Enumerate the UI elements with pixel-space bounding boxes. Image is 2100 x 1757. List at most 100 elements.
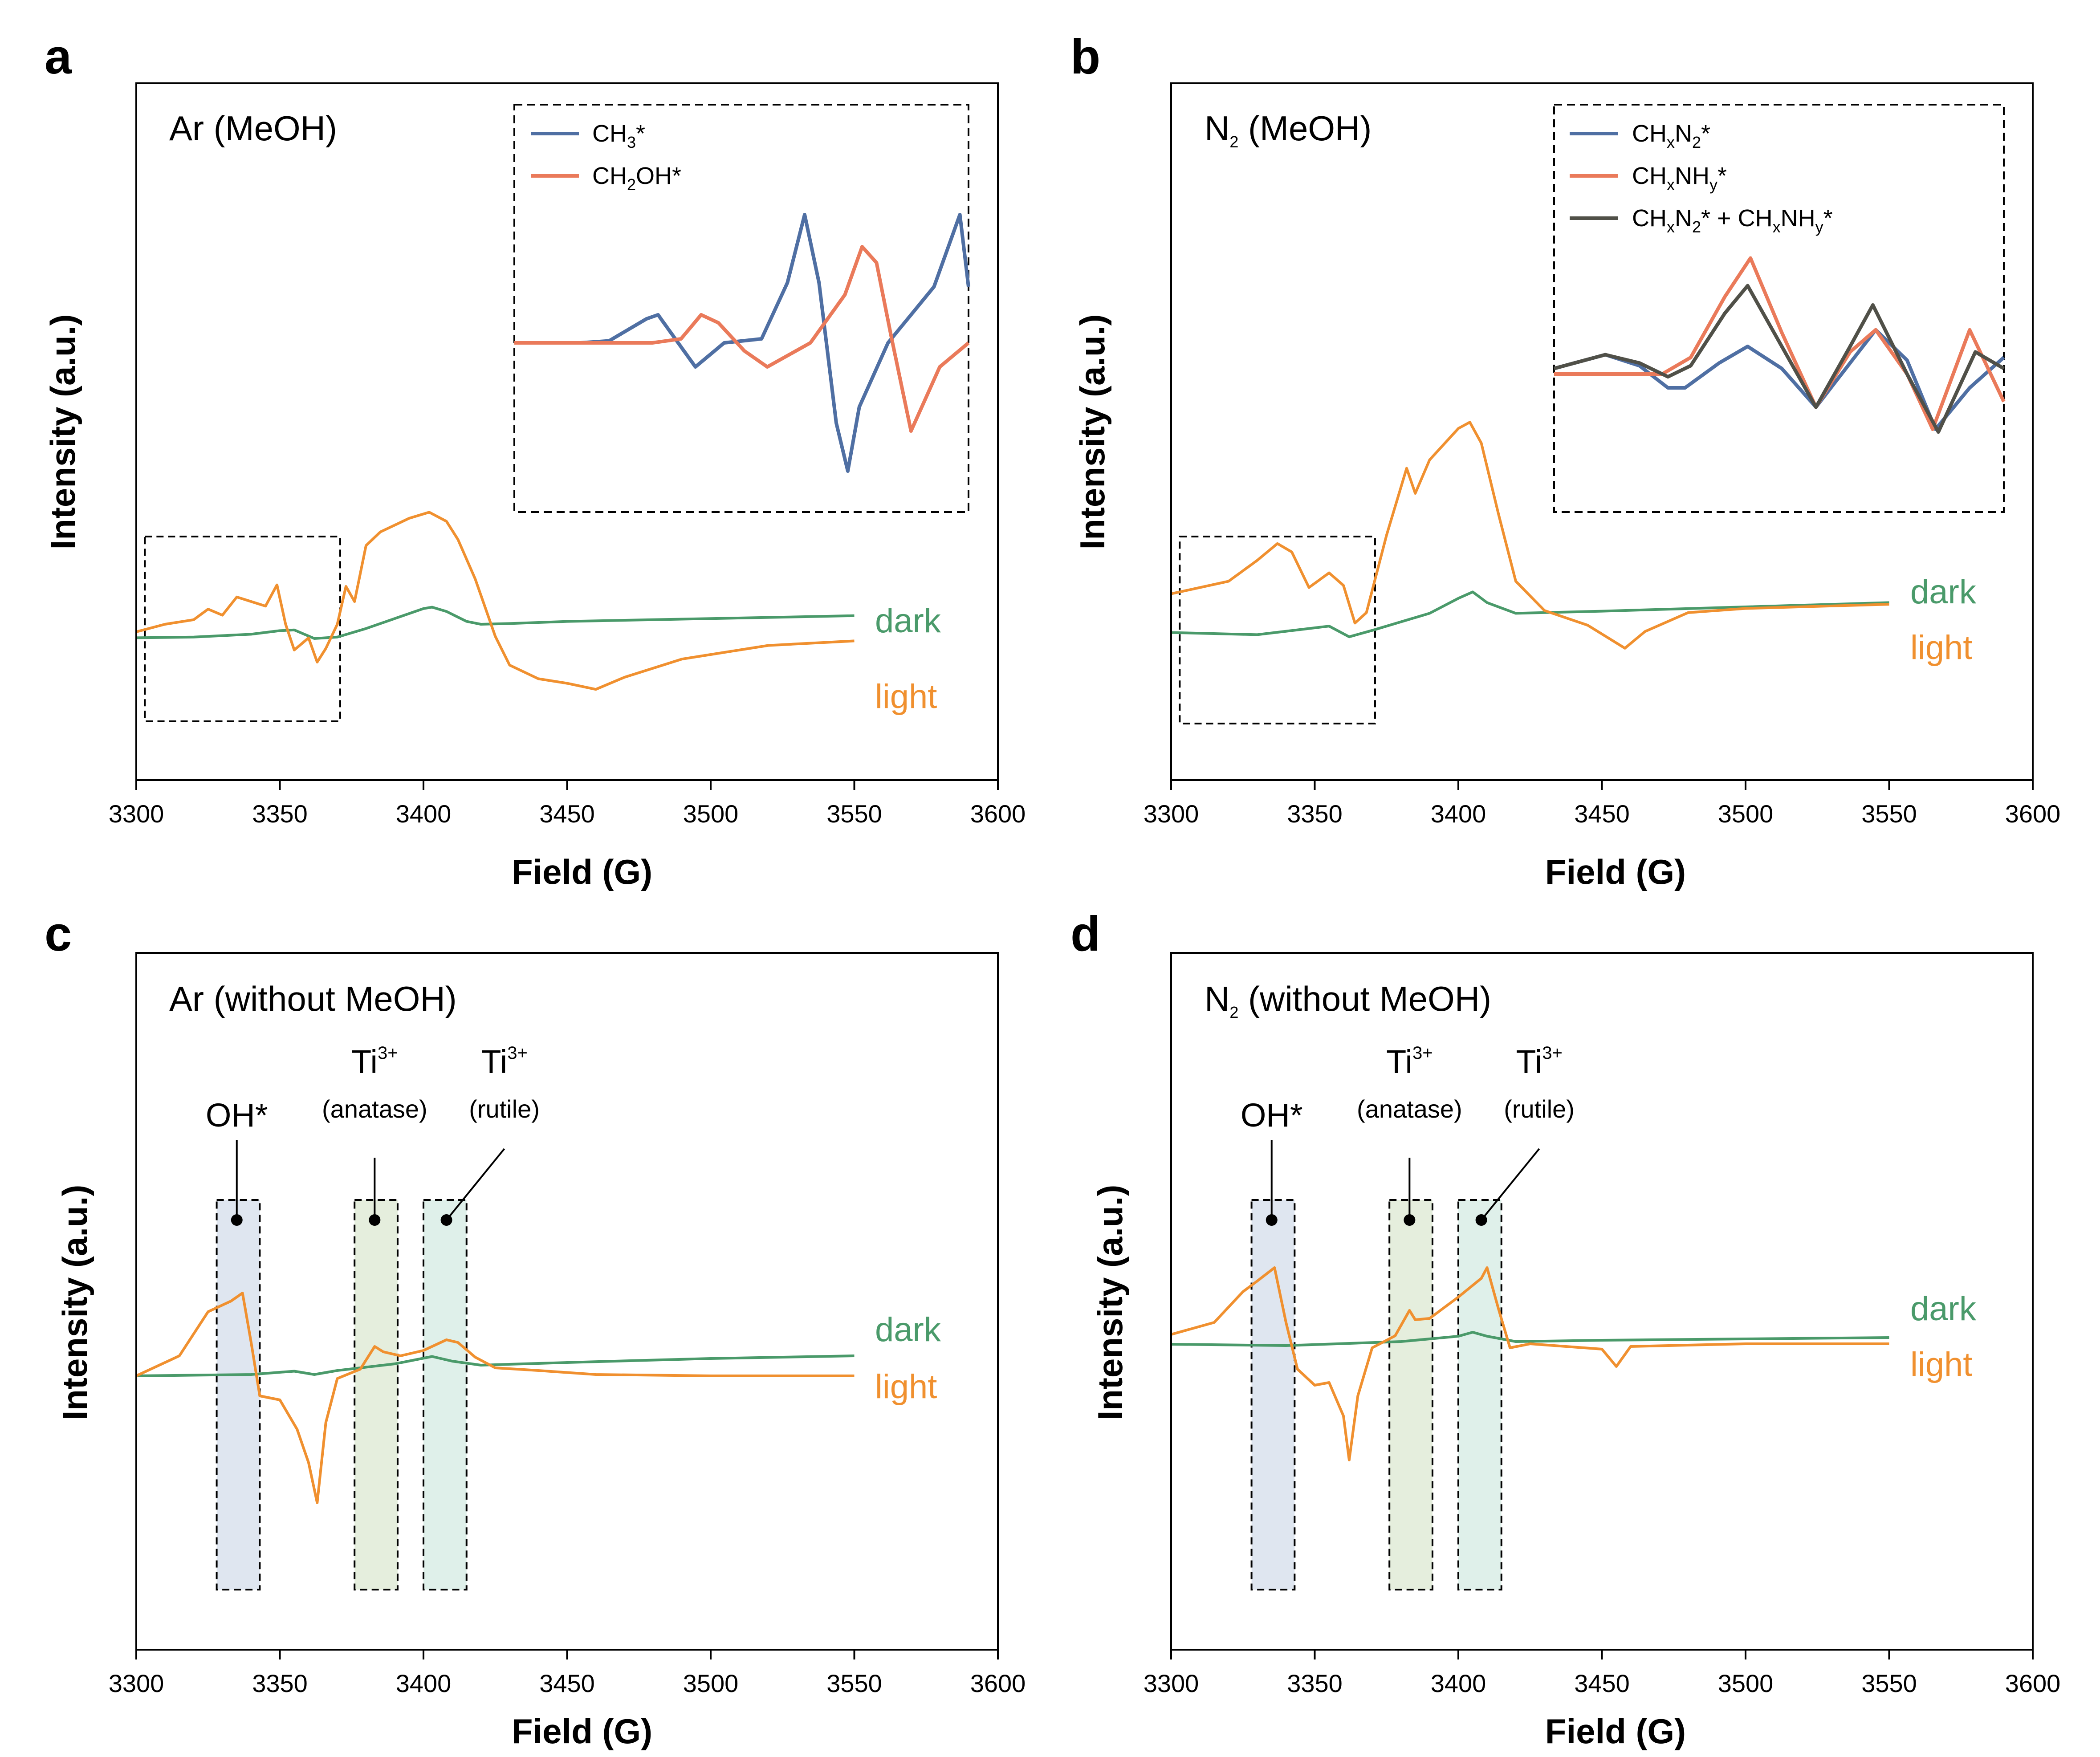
condition-label-c: Ar (without MeOH) (169, 979, 457, 1018)
highlight-box (1250, 1199, 1296, 1590)
annotation-phase: (rutile) (1504, 1095, 1575, 1123)
annotation-oh: OH* (1241, 1097, 1303, 1134)
x-tick-label: 3400 (396, 800, 452, 828)
series-line-dark (136, 606, 855, 640)
x-tick-label: 3550 (1861, 1669, 1917, 1697)
x-tick-label: 3450 (1574, 800, 1630, 828)
x-tick-label: 3350 (252, 1669, 308, 1697)
y-axis-title-b: Intensity (a.u.) (1073, 314, 1112, 550)
x-tick-label: 3450 (1574, 1669, 1630, 1697)
x-tick-label: 3450 (539, 800, 595, 828)
x-tick-label: 3600 (970, 800, 1026, 828)
zoom-region-box (1179, 536, 1376, 724)
annotation-layer-c: OH* Ti3+ (anatase) Ti3+ (rutile) (206, 1043, 540, 1226)
y-axis-title-d: Intensity (a.u.) (1091, 1185, 1130, 1420)
panel-letter-d: d (1070, 907, 1100, 961)
highlight-box (423, 1199, 468, 1590)
x-tick-label: 3350 (1287, 1669, 1343, 1697)
series-label-light-a: light (875, 678, 937, 716)
panel-d: d 3300 3350 3400 3450 3500 3550 3600 N2 (witho… (1070, 907, 2060, 1751)
x-tick-label: 3500 (683, 800, 739, 828)
x-ticks-c: 3300 3350 3400 3450 3500 3550 3600 (109, 1650, 1026, 1697)
series-line-dark (1171, 590, 1889, 639)
series-label-dark-b: dark (1910, 573, 1977, 611)
x-tick-label: 3400 (1431, 800, 1486, 828)
highlight-box (354, 1199, 399, 1590)
annotation-dot (369, 1214, 381, 1226)
annotation-oh: OH* (206, 1097, 268, 1134)
inset-layer-a (514, 213, 970, 473)
panel-letter-a: a (45, 29, 72, 84)
condition-label-d: N2 (without MeOH) (1205, 979, 1491, 1021)
highlight-layer-d (1250, 1199, 1502, 1590)
x-tick-label: 3300 (109, 800, 164, 828)
highlight-box (1457, 1199, 1502, 1590)
x-tick-label: 3550 (826, 1669, 882, 1697)
legend-label-ch2oh: CH2OH* (592, 163, 681, 194)
x-ticks-b: 3300 3350 3400 3450 3500 3550 3600 (1144, 780, 2061, 828)
legend-label-chxnhy: CHxNHy* (1632, 163, 1727, 194)
annotation-dot (1266, 1214, 1278, 1226)
plot-layer-b (1171, 421, 1889, 650)
series-line-light (135, 1292, 855, 1504)
x-tick-label: 3400 (1431, 1669, 1486, 1697)
zoom-region-box (144, 536, 341, 722)
panel-letter-c: c (45, 907, 72, 961)
series-line-dark (1171, 1331, 1889, 1347)
x-axis-title-c: Field (G) (512, 1712, 652, 1751)
plot-layer-a (136, 511, 855, 691)
highlight-layer-b (1179, 536, 1376, 724)
highlight-box (216, 1199, 261, 1590)
series-line-light (136, 511, 855, 691)
x-ticks-a: 3300 3350 3400 3450 3500 3550 3600 (109, 780, 1026, 828)
legend-label-ch3: CH3* (592, 120, 645, 151)
plot-layer-d (1171, 1266, 1889, 1461)
highlight-layer-c (216, 1199, 468, 1590)
x-axis-title-a: Field (G) (512, 852, 652, 891)
x-tick-label: 3300 (1144, 800, 1199, 828)
x-tick-label: 3300 (109, 1669, 164, 1697)
series-label-dark-a: dark (875, 602, 941, 640)
y-axis-title-c: Intensity (a.u.) (55, 1185, 94, 1420)
annotation-leader (1481, 1148, 1540, 1221)
condition-label-b: N2 (MeOH) (1205, 109, 1372, 151)
annotation-layer-d: OH* Ti3+ (anatase) Ti3+ (rutile) (1241, 1043, 1575, 1226)
annotation-dot (440, 1214, 452, 1226)
x-ticks-d: 3300 3350 3400 3450 3500 3550 3600 (1144, 1650, 2061, 1697)
inset-line (1554, 256, 2006, 431)
annotation-phase: (anatase) (322, 1095, 427, 1123)
series-line-light (1171, 421, 1889, 650)
legend-label-combined: CHxN2* + CHxNHy* (1632, 205, 1833, 236)
inset-line (514, 245, 970, 433)
x-tick-label: 3300 (1144, 1669, 1199, 1697)
y-axis-title-a: Intensity (a.u.) (43, 314, 82, 550)
annotation-ti3: Ti3+ (351, 1043, 398, 1080)
plot-frame-d (1170, 952, 2034, 1651)
series-label-dark-c: dark (875, 1311, 941, 1349)
plot-layer-c (135, 1292, 855, 1504)
x-tick-label: 3350 (252, 800, 308, 828)
x-axis-title-d: Field (G) (1545, 1712, 1686, 1751)
x-tick-label: 3550 (1861, 800, 1917, 828)
inset-frame-b (1553, 104, 2005, 513)
series-label-dark-d: dark (1910, 1290, 1977, 1328)
annotation-phase: (anatase) (1357, 1095, 1462, 1123)
highlight-layer-a (144, 536, 341, 722)
series-label-light-c: light (875, 1368, 937, 1406)
x-axis-title-b: Field (G) (1545, 852, 1686, 891)
highlight-box (1388, 1199, 1433, 1590)
panel-c: c 3300 3350 3400 3450 3500 3550 3600 Ar (witho… (45, 907, 1026, 1751)
annotation-dot (1475, 1214, 1487, 1226)
annotation-phase: (rutile) (469, 1095, 540, 1123)
x-tick-label: 3400 (396, 1669, 452, 1697)
inset-line (1553, 284, 2005, 434)
inset-legend-a: CH3* CH2OH* (531, 120, 681, 194)
annotation-ti3: Ti3+ (1386, 1043, 1433, 1080)
inset-frame-a (513, 104, 969, 513)
x-tick-label: 3600 (2005, 1669, 2061, 1697)
series-line-light (1171, 1266, 1889, 1461)
x-tick-label: 3600 (2005, 800, 2061, 828)
x-tick-label: 3350 (1287, 800, 1343, 828)
x-tick-label: 3450 (539, 1669, 595, 1697)
